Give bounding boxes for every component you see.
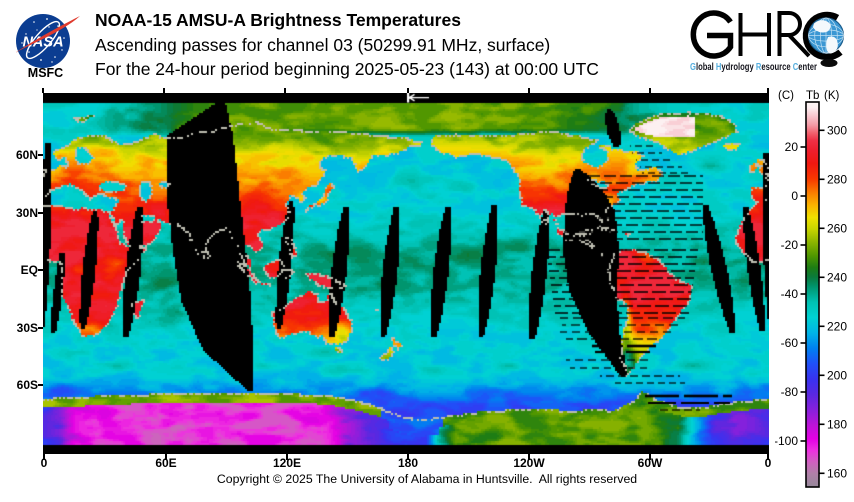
svg-text:200: 200 [827,369,847,383]
svg-text:-60: -60 [781,336,799,350]
svg-text:-100: -100 [775,434,798,448]
svg-text:180: 180 [827,418,847,432]
svg-text:20: 20 [785,140,799,154]
svg-text:(K): (K) [824,90,840,102]
svg-text:Tb: Tb [806,90,819,102]
svg-text:0: 0 [791,189,798,203]
svg-text:(C): (C) [778,90,794,102]
svg-text:-80: -80 [781,385,799,399]
svg-text:-40: -40 [781,287,799,301]
svg-text:260: 260 [827,222,847,236]
svg-text:220: 220 [827,320,847,334]
svg-text:300: 300 [827,124,847,138]
svg-text:160: 160 [827,467,847,481]
svg-text:240: 240 [827,271,847,285]
svg-text:-20: -20 [781,238,799,252]
svg-text:280: 280 [827,173,847,187]
svg-text:NASA: NASA [22,35,63,51]
